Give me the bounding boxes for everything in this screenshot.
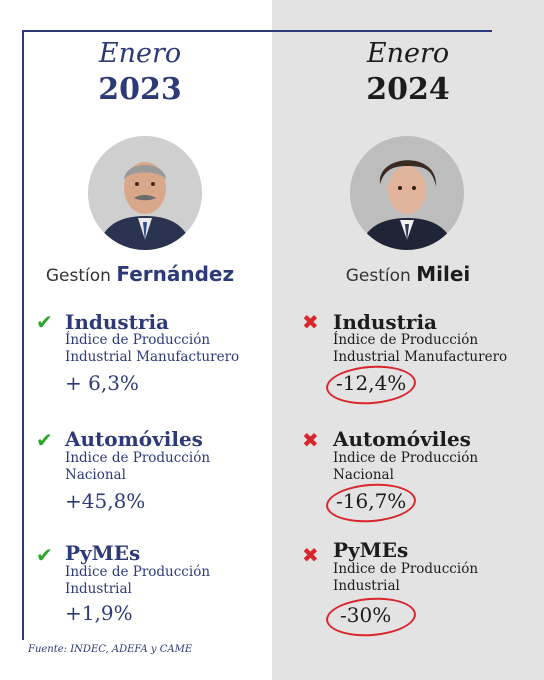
left-item-2-value: +45,8% bbox=[65, 489, 146, 513]
right-item-3-desc: Indice de Producción Industrial bbox=[333, 561, 479, 594]
right-item-2-title: Automóviles bbox=[333, 427, 471, 451]
cross-icon: ✖ bbox=[302, 428, 319, 452]
left-item-3-value: +1,9% bbox=[65, 601, 133, 625]
left-item-2-desc: Indice de Producción Nacional bbox=[65, 450, 211, 483]
right-gestion-prefix: Gestíon bbox=[345, 266, 411, 286]
right-gestion-label: Gestíon Milei bbox=[288, 262, 528, 286]
left-item-1-desc: Índice de Producción Industrial Manufact… bbox=[65, 332, 240, 365]
right-item-1-title: Industria bbox=[333, 310, 438, 334]
right-month: Enero bbox=[366, 38, 450, 69]
right-gestion-name: Milei bbox=[416, 262, 471, 286]
right-item-1-desc: Índice de Producción Industrial Manufact… bbox=[333, 332, 508, 365]
cross-icon: ✖ bbox=[302, 543, 319, 567]
left-gestion-name: Fernández bbox=[116, 262, 235, 286]
check-icon: ✔ bbox=[36, 543, 53, 567]
milei-portrait bbox=[350, 136, 464, 250]
left-gestion-prefix: Gestíon bbox=[45, 266, 111, 286]
left-gestion-label: Gestíon Fernández bbox=[20, 262, 260, 286]
source-note: Fuente: INDEC, ADEFA y CAME bbox=[28, 644, 193, 655]
check-icon: ✔ bbox=[36, 310, 53, 334]
right-item-3-value: -30% bbox=[340, 603, 392, 627]
fernandez-portrait bbox=[88, 136, 202, 250]
right-item-1-value: -12,4% bbox=[336, 371, 407, 395]
left-item-1-value: + 6,3% bbox=[65, 371, 139, 395]
check-icon: ✔ bbox=[36, 428, 53, 452]
left-item-1-title: Industria bbox=[65, 310, 170, 334]
right-item-2-value: -16,7% bbox=[336, 489, 407, 513]
right-column-background bbox=[272, 0, 544, 680]
left-item-3-desc: Indice de Producción Industrial bbox=[65, 564, 211, 597]
cross-icon: ✖ bbox=[302, 310, 319, 334]
left-year: 2023 bbox=[98, 72, 182, 107]
right-year: 2024 bbox=[366, 72, 450, 107]
left-month: Enero bbox=[98, 38, 182, 69]
frame-line-left bbox=[22, 30, 24, 640]
left-item-2-title: Automóviles bbox=[65, 427, 203, 451]
left-item-3-title: PyMEs bbox=[65, 541, 141, 565]
right-item-2-desc: Indice de Producción Nacional bbox=[333, 450, 479, 483]
right-item-3-title: PyMEs bbox=[333, 538, 409, 562]
frame-line-top bbox=[22, 30, 492, 32]
